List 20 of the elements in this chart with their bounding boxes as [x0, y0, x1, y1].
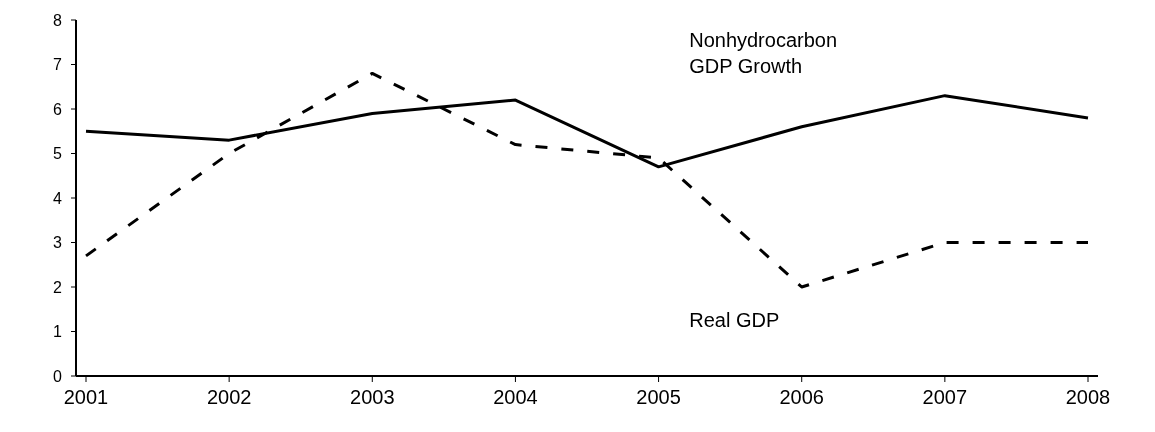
y-tick-label: 8 — [53, 11, 63, 29]
y-tick-label: 4 — [53, 189, 63, 207]
y-tick-label: 6 — [53, 100, 63, 118]
line-series — [84, 71, 1090, 289]
x-tick-label: 2006 — [779, 386, 824, 408]
x-tick-label: 2002 — [206, 386, 252, 408]
y-tick-label: 3 — [53, 234, 63, 252]
x-tick-label: 2004 — [493, 386, 538, 408]
y-tick-label: 5 — [53, 145, 63, 163]
y-tick-label: 7 — [53, 56, 63, 74]
x-tick-label: 2005 — [636, 386, 681, 408]
y-tick-label: 0 — [53, 367, 63, 385]
y-tick-label: 1 — [53, 323, 63, 341]
series-label: Real GDP — [689, 309, 780, 332]
x-tick-label: 2001 — [63, 386, 109, 408]
y-tick-label: 2 — [53, 278, 63, 296]
x-tick-label: 2007 — [922, 386, 968, 408]
x-tick-label: 2003 — [350, 386, 395, 408]
x-tick-label: 2008 — [1065, 386, 1111, 408]
text: Nonhydrocarbon GDP Growth — [689, 28, 838, 77]
